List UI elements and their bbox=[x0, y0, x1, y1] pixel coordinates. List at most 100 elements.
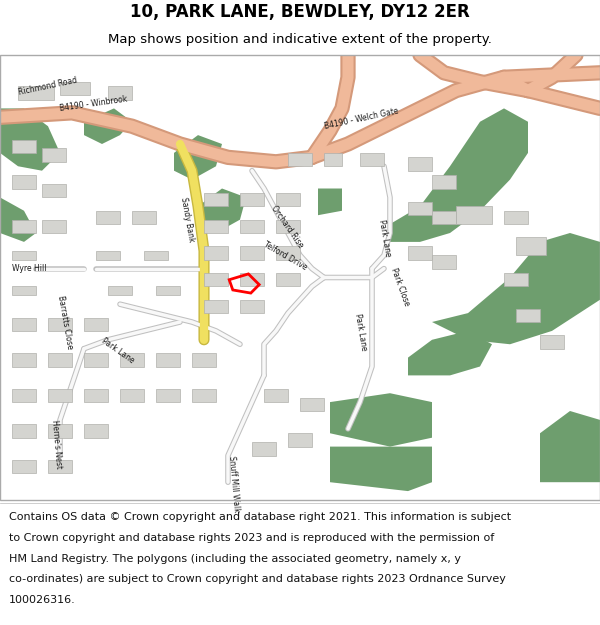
Bar bbox=[276, 246, 300, 260]
Bar bbox=[204, 246, 228, 260]
Bar bbox=[42, 149, 66, 162]
Bar bbox=[132, 211, 156, 224]
Bar bbox=[408, 246, 432, 260]
Bar bbox=[432, 211, 456, 224]
Text: Sandy Bank: Sandy Bank bbox=[179, 197, 196, 243]
Bar bbox=[60, 82, 90, 95]
Text: to Crown copyright and database rights 2023 and is reproduced with the permissio: to Crown copyright and database rights 2… bbox=[9, 533, 494, 543]
Bar bbox=[12, 219, 36, 233]
Polygon shape bbox=[390, 108, 528, 242]
Bar bbox=[12, 318, 36, 331]
Bar bbox=[192, 389, 216, 402]
Polygon shape bbox=[432, 233, 600, 344]
Bar bbox=[324, 153, 342, 166]
Text: Park Lane: Park Lane bbox=[353, 312, 368, 351]
Polygon shape bbox=[0, 108, 60, 171]
Text: Richmond Road: Richmond Road bbox=[17, 76, 77, 98]
Bar bbox=[276, 273, 300, 286]
Bar bbox=[84, 353, 108, 366]
Bar bbox=[300, 398, 324, 411]
Bar bbox=[156, 389, 180, 402]
Bar bbox=[504, 211, 528, 224]
Bar bbox=[240, 219, 264, 233]
Text: Telford Drive: Telford Drive bbox=[262, 240, 308, 272]
Bar bbox=[42, 219, 66, 233]
Text: Park Close: Park Close bbox=[389, 267, 411, 308]
Text: Snuff Mill Walk: Snuff Mill Walk bbox=[227, 455, 241, 512]
Bar bbox=[360, 153, 384, 166]
Text: Herne's Nest: Herne's Nest bbox=[50, 419, 63, 469]
Bar bbox=[48, 424, 72, 438]
Bar bbox=[456, 206, 492, 224]
Bar bbox=[48, 318, 72, 331]
Text: Park Lane: Park Lane bbox=[100, 336, 136, 365]
Polygon shape bbox=[330, 393, 432, 447]
Polygon shape bbox=[540, 411, 600, 482]
Bar bbox=[120, 353, 144, 366]
Bar bbox=[240, 193, 264, 206]
Bar bbox=[432, 175, 456, 189]
Bar bbox=[276, 219, 300, 233]
Bar bbox=[288, 433, 312, 447]
Bar bbox=[240, 246, 264, 260]
Text: Map shows position and indicative extent of the property.: Map shows position and indicative extent… bbox=[108, 33, 492, 46]
Bar bbox=[12, 139, 36, 153]
Bar bbox=[504, 273, 528, 286]
Bar bbox=[108, 286, 132, 295]
Bar bbox=[12, 389, 36, 402]
Bar bbox=[240, 300, 264, 313]
Bar bbox=[96, 211, 120, 224]
Polygon shape bbox=[318, 189, 342, 215]
Text: B4190 - Winbrook: B4190 - Winbrook bbox=[59, 94, 128, 113]
Bar bbox=[48, 353, 72, 366]
Bar bbox=[408, 158, 432, 171]
Polygon shape bbox=[174, 135, 222, 179]
Polygon shape bbox=[198, 189, 246, 233]
Text: Barratts Close: Barratts Close bbox=[56, 294, 74, 349]
Polygon shape bbox=[84, 108, 132, 144]
Text: Contains OS data © Crown copyright and database right 2021. This information is : Contains OS data © Crown copyright and d… bbox=[9, 512, 511, 522]
Bar bbox=[12, 424, 36, 438]
Text: HM Land Registry. The polygons (including the associated geometry, namely x, y: HM Land Registry. The polygons (includin… bbox=[9, 554, 461, 564]
Bar bbox=[516, 238, 546, 255]
Bar bbox=[84, 424, 108, 438]
Polygon shape bbox=[408, 331, 492, 376]
Bar bbox=[12, 251, 36, 260]
Bar bbox=[18, 86, 54, 99]
Bar bbox=[432, 255, 456, 269]
Text: Park Lane: Park Lane bbox=[377, 219, 392, 258]
Bar bbox=[276, 193, 300, 206]
Bar bbox=[96, 251, 120, 260]
Bar bbox=[204, 300, 228, 313]
Bar bbox=[288, 153, 312, 166]
Bar bbox=[84, 389, 108, 402]
Bar bbox=[516, 309, 540, 322]
Bar bbox=[192, 353, 216, 366]
Bar bbox=[42, 184, 66, 198]
Bar bbox=[540, 336, 564, 349]
Bar bbox=[156, 286, 180, 295]
Bar bbox=[12, 175, 36, 189]
Bar bbox=[48, 460, 72, 473]
Bar bbox=[204, 193, 228, 206]
Bar bbox=[12, 460, 36, 473]
Bar bbox=[156, 353, 180, 366]
Bar bbox=[264, 389, 288, 402]
Bar bbox=[12, 286, 36, 295]
Polygon shape bbox=[330, 447, 432, 491]
Text: Wyre Hill: Wyre Hill bbox=[12, 264, 47, 273]
Polygon shape bbox=[0, 198, 36, 242]
Bar bbox=[48, 389, 72, 402]
Bar bbox=[204, 273, 228, 286]
Bar bbox=[204, 219, 228, 233]
Text: 10, PARK LANE, BEWDLEY, DY12 2ER: 10, PARK LANE, BEWDLEY, DY12 2ER bbox=[130, 3, 470, 21]
Bar bbox=[240, 273, 264, 286]
Bar bbox=[144, 251, 168, 260]
Bar bbox=[84, 318, 108, 331]
Bar bbox=[120, 389, 144, 402]
Bar bbox=[108, 86, 132, 99]
Bar bbox=[12, 353, 36, 366]
Bar bbox=[252, 442, 276, 456]
Text: co-ordinates) are subject to Crown copyright and database rights 2023 Ordnance S: co-ordinates) are subject to Crown copyr… bbox=[9, 574, 506, 584]
Text: Orchard Rise: Orchard Rise bbox=[269, 204, 305, 249]
